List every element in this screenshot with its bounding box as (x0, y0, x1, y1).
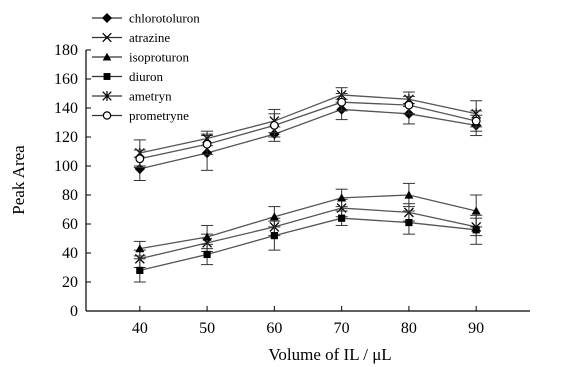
legend: chlorotoluron atrazine isoproturon diuron am… (92, 11, 200, 123)
axes: 0 20 40 60 80 100 120 140 160 180 40 50 60 70 80 90 (54, 42, 530, 337)
series-prometryne (133, 93, 483, 168)
legend-marker (102, 91, 112, 101)
data-point (269, 120, 279, 130)
series-line (139, 101, 477, 160)
legend-label: diuron (129, 69, 163, 84)
data-point (472, 226, 480, 234)
data-point (404, 100, 414, 110)
x-tick-label: 80 (401, 320, 417, 337)
x-tick-label: 70 (334, 320, 350, 337)
legend-item-prometryne: prometryne (92, 108, 189, 123)
data-point (405, 218, 413, 227)
y-tick-label: 120 (54, 129, 78, 146)
legend-item-diuron: diuron (92, 69, 163, 84)
y-tick-label: 160 (54, 71, 78, 88)
legend-label: chlorotoluron (129, 11, 200, 26)
series-atrazine (133, 198, 483, 268)
legend-item-chlorotoluron: chlorotoluron (92, 11, 200, 26)
data-point (337, 193, 347, 202)
y-tick-label: 40 (62, 245, 78, 262)
series-line (139, 94, 477, 154)
series-layer (133, 87, 483, 283)
series-line (139, 194, 477, 250)
legend-marker (102, 111, 112, 120)
data-point (202, 139, 212, 149)
data-point (471, 206, 481, 215)
y-tick-label: 100 (54, 158, 78, 175)
y-tick-label: 20 (62, 274, 78, 291)
y-tick-label: 0 (70, 303, 78, 320)
y-tick-label: 60 (62, 216, 78, 233)
y-tick-label: 180 (54, 42, 78, 59)
legend-marker (102, 52, 112, 61)
series-line (139, 217, 477, 272)
legend-label: prometryne (129, 108, 189, 123)
legend-item-isoproturon: isoproturon (92, 50, 189, 65)
data-point (338, 214, 346, 222)
x-axis-label: Volume of IL / μL (268, 345, 391, 364)
series-line (139, 207, 477, 260)
legend-item-ametryn: ametryn (92, 89, 172, 104)
series-diuron (133, 210, 483, 283)
data-point (136, 266, 144, 274)
legend-label: atrazine (129, 30, 170, 45)
data-point (270, 232, 278, 240)
legend-label: isoproturon (129, 50, 189, 65)
y-axis-label: Peak Area (9, 145, 28, 215)
legend-marker (102, 32, 112, 43)
series-isoproturon (133, 182, 483, 257)
data-point (404, 190, 414, 199)
series-line (139, 108, 477, 170)
x-tick-label: 90 (468, 320, 484, 337)
x-tick-label: 40 (132, 320, 148, 337)
data-point (471, 116, 481, 126)
data-point (135, 154, 145, 164)
x-tick-label: 60 (266, 320, 282, 337)
data-point (269, 212, 279, 221)
legend-marker (103, 73, 111, 80)
series-ametryn (133, 87, 483, 167)
data-point (202, 232, 212, 241)
y-tick-label: 80 (62, 187, 78, 204)
legend-marker (101, 12, 113, 24)
data-point (135, 244, 145, 253)
data-point (203, 250, 211, 259)
y-tick-label: 140 (54, 100, 78, 117)
data-point (337, 97, 347, 107)
x-tick-label: 50 (199, 320, 215, 337)
legend-label: ametryn (129, 89, 172, 104)
legend-item-atrazine: atrazine (92, 30, 170, 45)
